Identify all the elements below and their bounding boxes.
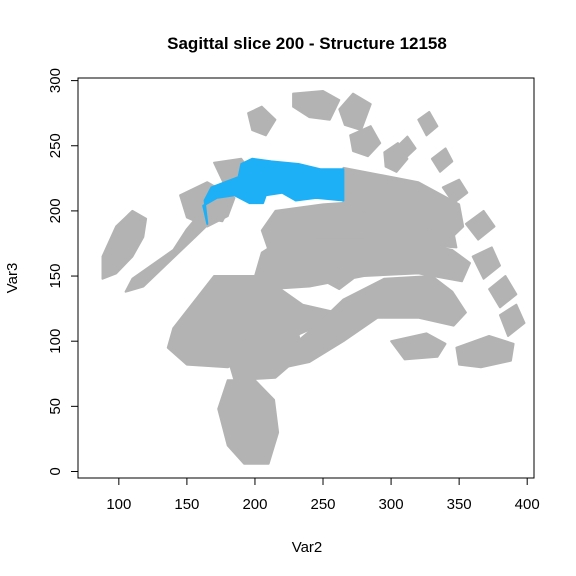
- brain-tissue-region-13: [292, 90, 341, 121]
- y-tick-label: 50: [47, 398, 64, 415]
- y-tick-label: 150: [47, 264, 64, 289]
- brain-tissue-region-14: [338, 92, 372, 132]
- brain-tissue-region-21: [464, 209, 496, 241]
- brain-tissue-region-6: [342, 166, 465, 238]
- brain-tissue-region-2: [217, 379, 280, 465]
- x-axis: 100 150 200 250 300 350 400: [106, 477, 540, 513]
- brain-tissue-region-19: [430, 147, 454, 173]
- brain-tissue-region-10: [199, 199, 232, 223]
- brain-tissue-region-18: [417, 110, 439, 137]
- y-axis: 0 50 100 150 200 250 300: [47, 68, 79, 476]
- brain-tissue-region-3: [281, 275, 467, 369]
- brain-tissue-region-24: [499, 303, 526, 337]
- x-axis-label: Var2: [292, 539, 323, 556]
- y-tick-label: 100: [47, 329, 64, 354]
- x-tick-label: 150: [174, 496, 199, 513]
- y-tick-label: 300: [47, 68, 64, 93]
- structure-12158-region-0: [202, 157, 345, 225]
- brain-tissue-region-22: [471, 246, 501, 280]
- x-tick-label: 300: [379, 496, 404, 513]
- brain-tissue-region-15: [349, 125, 382, 158]
- plot-area: [101, 90, 526, 465]
- chart-title: Sagittal slice 200 - Structure 12158: [167, 34, 447, 53]
- x-tick-label: 400: [515, 496, 540, 513]
- x-tick-label: 200: [242, 496, 267, 513]
- brain-tissue-region-27: [319, 267, 354, 291]
- y-axis-label: Var3: [4, 263, 21, 294]
- x-tick-label: 100: [106, 496, 131, 513]
- brain-tissue-region-7: [101, 209, 148, 280]
- brain-tissue-region-23: [488, 275, 518, 309]
- brain-tissue-region-12: [247, 105, 277, 137]
- x-tick-label: 250: [310, 496, 335, 513]
- brain-tissue-region-25: [455, 335, 515, 369]
- brain-tissue-region-26: [390, 332, 447, 361]
- brain-tissue-region-17: [396, 135, 417, 158]
- y-tick-label: 200: [47, 198, 64, 223]
- x-tick-label: 350: [447, 496, 472, 513]
- y-tick-label: 0: [47, 467, 64, 475]
- y-tick-label: 250: [47, 133, 64, 158]
- brain-tissue-region-20: [441, 178, 469, 205]
